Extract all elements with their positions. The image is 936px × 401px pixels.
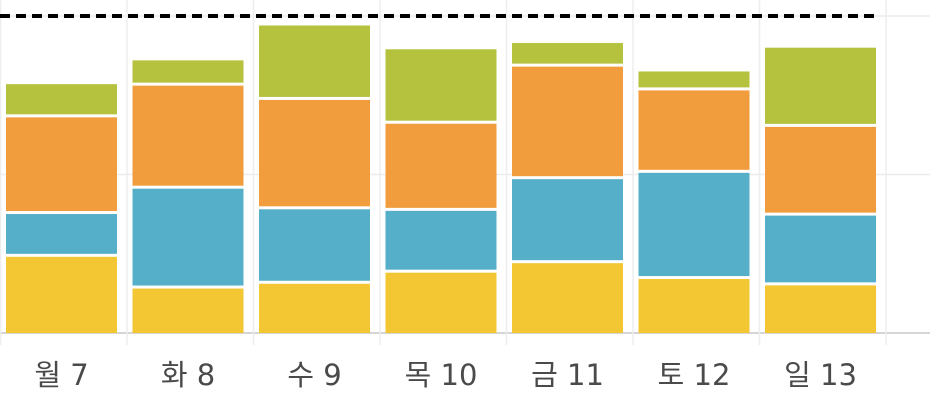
bar-segment [132,85,244,186]
bar-segment [259,99,370,207]
x-tick-label: 일 13 [784,358,857,392]
x-tick-label: 화 8 [161,358,215,392]
bar-segment [259,25,370,97]
bar-segment [6,84,117,115]
bar-segment [385,272,497,333]
bar-segment [132,60,244,83]
bar-segment [638,279,750,333]
bar-segment [6,214,117,254]
x-tick-label: 목 10 [405,358,478,392]
x-tick-label: 토 12 [658,358,731,392]
bar-segment [132,188,244,286]
bar-segment [385,49,497,121]
bar-segment [385,123,497,208]
bar-segment [6,256,117,333]
bar-segment [638,90,750,170]
bar-segment [512,42,623,64]
bar-segment [132,288,244,333]
x-tick-label: 수 9 [287,358,341,392]
bar-segment [765,285,876,333]
bar-segment [512,263,623,333]
x-tick-label: 금 11 [531,358,604,392]
bar-segment [512,66,623,177]
bar-segment [765,126,876,213]
bar-segment [385,210,497,270]
bar-segment [765,47,876,124]
bar-segment [259,283,370,333]
bar-stacks [6,25,876,333]
bar-segment [638,172,750,277]
x-tick-label: 월 7 [34,358,88,392]
bar-segment [6,117,117,212]
bar-segment [259,209,370,281]
bar-segment [765,215,876,283]
x-axis: 월 7 화 8 수 9 목 10 금 11 토 12 일 13 [34,358,857,392]
bar-segment [512,179,623,261]
bar-segment [638,71,750,88]
